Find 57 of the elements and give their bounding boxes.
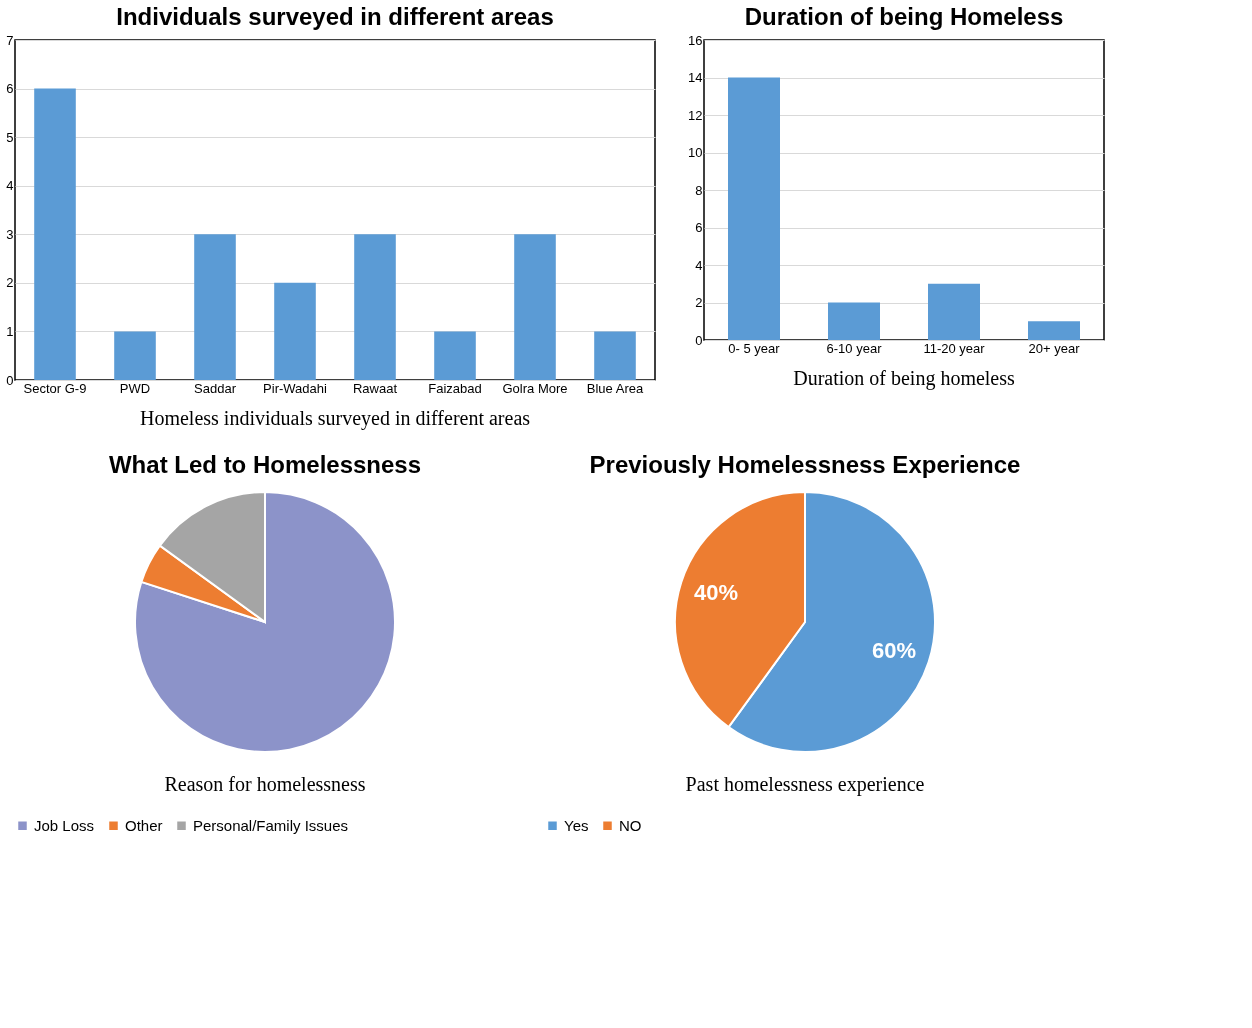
x-tick-label: Saddar — [194, 380, 237, 396]
y-tick-label: 0 — [695, 332, 703, 348]
y-tick-label: 1 — [6, 323, 14, 339]
data-label: 60% — [872, 637, 917, 663]
legend-label: Yes — [564, 816, 589, 834]
chart-title: Duration of being Homeless — [744, 3, 1064, 30]
bar — [594, 331, 636, 380]
x-tick-label: 0- 5 year — [728, 340, 781, 356]
y-tick-label: 4 — [695, 257, 703, 273]
y-tick-label: 16 — [688, 32, 703, 48]
bar — [514, 234, 556, 380]
text: Homeless individuals surveyed in different areas — [139, 407, 531, 430]
x-tick-label: Rawaat — [352, 380, 398, 396]
y-tick-label: 7 — [6, 32, 14, 48]
data-label: 40% — [693, 580, 738, 606]
bar — [828, 302, 880, 340]
chart-title: Individuals surveyed in different areas — [116, 3, 554, 30]
x-tick-label: Golra More — [502, 380, 568, 396]
text: Reason for homelessness — [164, 773, 366, 795]
y-tick-label: 10 — [688, 145, 703, 160]
x-tick-label: 20+ year — [1028, 340, 1081, 356]
bar — [194, 234, 236, 380]
y-tick-label: 5 — [6, 129, 14, 145]
x-tick-label: 11-20 year — [923, 340, 986, 356]
legend-label: Job Loss — [34, 816, 95, 834]
text: Duration of being homeless — [793, 367, 1016, 390]
y-tick-label: 8 — [695, 182, 703, 198]
y-tick-label: 6 — [6, 81, 14, 97]
bar — [34, 88, 76, 380]
bar — [928, 283, 980, 340]
bar — [114, 331, 156, 380]
chart-title: Previously Homelessness Experience — [589, 451, 1021, 478]
bar — [354, 234, 396, 380]
y-tick-label: 3 — [6, 226, 14, 242]
legend-label: Personal/Family Issues — [193, 816, 349, 834]
text: Past homelessness experience — [685, 773, 925, 796]
legend-label: Other — [125, 816, 163, 834]
y-tick-label: 2 — [695, 295, 703, 310]
x-tick-label: PWD — [119, 380, 151, 396]
x-tick-label: Sector G-9 — [23, 380, 87, 396]
y-tick-label: 4 — [6, 178, 14, 194]
chart-title: What Led to Homelessness — [108, 451, 422, 478]
x-tick-label: Pir-Wadahi — [263, 380, 328, 396]
y-tick-label: 12 — [688, 107, 703, 123]
y-tick-label: 6 — [695, 220, 703, 235]
bar — [434, 331, 476, 380]
pie-slice — [134, 491, 396, 753]
y-tick-label: 2 — [6, 275, 14, 291]
x-tick-label: 6-10 year — [826, 340, 883, 356]
legend-label: NO — [619, 816, 642, 834]
x-tick-label: Faizabad — [428, 380, 482, 396]
x-tick-label: Blue Area — [586, 380, 644, 396]
bar — [274, 282, 316, 380]
bar — [1028, 321, 1080, 340]
y-tick-label: 14 — [688, 70, 703, 85]
y-tick-label: 0 — [6, 372, 14, 388]
bar — [728, 77, 780, 340]
